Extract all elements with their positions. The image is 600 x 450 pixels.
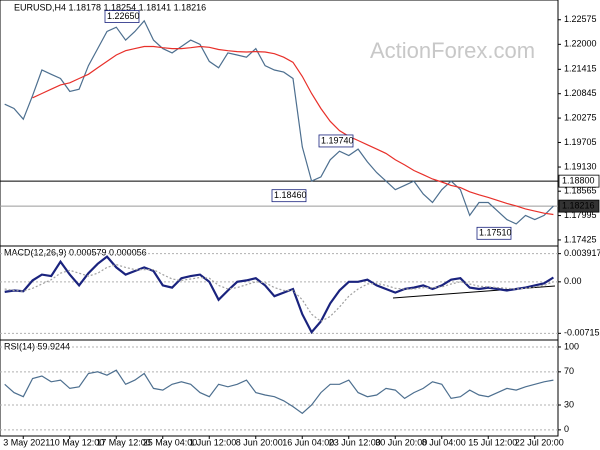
watermark: ActionForex.com [370, 38, 535, 63]
x-tick-label: 10 May 12:00 [50, 437, 105, 447]
y-tick-label: 0.003917 [564, 248, 600, 258]
annotation-box [271, 189, 307, 203]
x-tick-label: 3 May 2021 [3, 437, 50, 447]
y-tick-label: 0 [564, 424, 569, 434]
panel-title: RSI(14) 59.9244 [4, 341, 70, 351]
y-tick-label: -0.007152 [564, 328, 600, 338]
annotation-box [318, 134, 354, 148]
y-tick-label: 1.20275 [564, 112, 597, 122]
annotation-label: 1.19740 [321, 135, 354, 145]
y-tick-label: 1.19130 [564, 161, 597, 171]
x-tick-label: 15 Jul 12:00 [468, 437, 517, 447]
y-tick-label: 1.21415 [564, 64, 597, 74]
series-line [4, 369, 554, 415]
x-tick-label: 25 May 04:00 [143, 437, 198, 447]
y-tick-label: 1.17425 [564, 234, 597, 244]
y-tick-label: 1.17995 [564, 210, 597, 220]
series-line [32, 45, 554, 216]
annotation-box [476, 226, 512, 240]
y-tick-label: 100 [564, 341, 579, 351]
plot-frame [0, 0, 559, 437]
x-tick-label: 30 Jun 20:00 [375, 437, 427, 447]
y-tick-label: 70 [564, 366, 574, 376]
level-label-box [558, 174, 600, 188]
level-label-box [558, 199, 600, 213]
annotation-label: 1.18460 [274, 190, 307, 200]
x-tick-label: 8 Jun 20:00 [236, 437, 283, 447]
x-tick-label: 1 Jun 12:00 [189, 437, 236, 447]
y-tick-label: 0.00 [564, 276, 582, 286]
annotation-box [104, 10, 140, 23]
x-tick-label: 17 May 12:00 [96, 437, 151, 447]
series-line [4, 19, 554, 225]
series-line [4, 255, 554, 335]
level-label: 1.18800 [562, 176, 595, 186]
y-tick-label: 1.22000 [564, 39, 597, 49]
x-tick-label: 8 Jul 04:00 [422, 437, 466, 447]
panel-title: MACD(12,26,9) 0.000579 0.000056 [4, 247, 147, 257]
y-tick-label: 1.20845 [564, 88, 597, 98]
y-tick-label: 1.18565 [564, 186, 597, 196]
level-label: 1.18216 [562, 200, 595, 210]
x-tick-label: 16 Jun 04:00 [282, 437, 334, 447]
annotation-label: 1.22650 [107, 11, 140, 21]
series-line [4, 263, 554, 323]
x-tick-label: 22 Jul 20:00 [515, 437, 564, 447]
x-tick-label: 23 Jun 12:00 [329, 437, 381, 447]
y-tick-label: 30 [564, 399, 574, 409]
annotation-label: 1.17510 [479, 228, 512, 238]
y-tick-label: 1.19705 [564, 137, 597, 147]
chart-title: EURUSD,H4 1.18178 1.18254 1.18141 1.1821… [14, 2, 206, 12]
y-tick-label: 1.22575 [564, 14, 597, 24]
